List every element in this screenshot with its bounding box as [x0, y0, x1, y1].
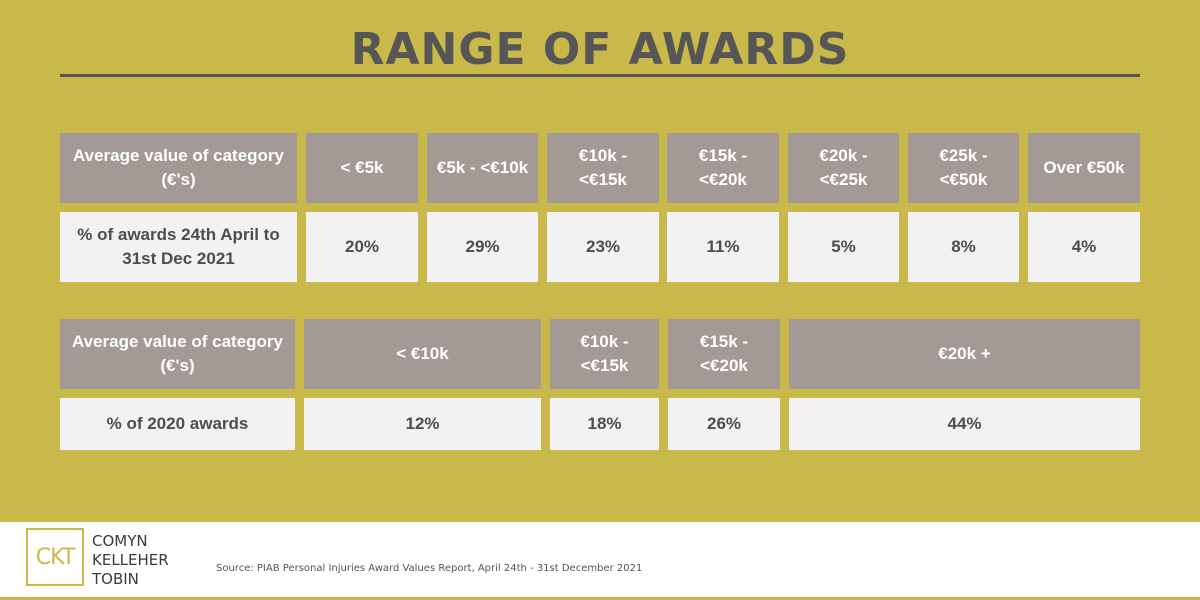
- table1-value: 8%: [908, 212, 1019, 282]
- company-name-line: KELLEHER: [92, 551, 169, 569]
- table2-col-header: < €10k: [304, 319, 541, 389]
- table2-row-label: % of 2020 awards: [60, 398, 295, 450]
- source-note: Source: PIAB Personal Injuries Award Val…: [216, 563, 643, 574]
- footer: [0, 522, 1200, 597]
- table2-header-label: Average value of category (€'s): [60, 319, 295, 389]
- ckt-logo-mark: CKT: [26, 528, 84, 586]
- table1-value: 4%: [1028, 212, 1140, 282]
- table2-col-header: €15k - <€20k: [668, 319, 780, 389]
- table1-col-header: €10k - <€15k: [547, 133, 659, 203]
- table1-col-header: Over €50k: [1028, 133, 1140, 203]
- table2-col-header: €10k - <€15k: [550, 319, 659, 389]
- page-title: RANGE OF AWARDS: [350, 24, 850, 75]
- table1-col-header: €15k - <€20k: [667, 133, 779, 203]
- table1-value: 11%: [667, 212, 779, 282]
- table1-col-header: €25k - <€50k: [908, 133, 1019, 203]
- footer-accent-line: [0, 597, 1200, 600]
- table1-value: 23%: [547, 212, 659, 282]
- title-underline: [60, 74, 1140, 77]
- table2-value: 26%: [668, 398, 780, 450]
- table1-value: 20%: [306, 212, 418, 282]
- table1-value: 5%: [788, 212, 899, 282]
- table1-col-header: < €5k: [306, 133, 418, 203]
- company-name-line: COMYN: [92, 532, 148, 550]
- company-name: COMYN KELLEHER TOBIN: [92, 532, 169, 589]
- table2-col-header: €20k +: [789, 319, 1140, 389]
- logo-mark-text: CKT: [35, 544, 76, 570]
- table1-col-header: €5k - <€10k: [427, 133, 538, 203]
- company-name-line: TOBIN: [92, 570, 139, 588]
- table1-col-header: €20k - <€25k: [788, 133, 899, 203]
- table1-value: 29%: [427, 212, 538, 282]
- table2-value: 12%: [304, 398, 541, 450]
- table2-value: 18%: [550, 398, 659, 450]
- table1-header-label: Average value of category (€'s): [60, 133, 297, 203]
- table2-value: 44%: [789, 398, 1140, 450]
- table1-row-label: % of awards 24th April to 31st Dec 2021: [60, 212, 297, 282]
